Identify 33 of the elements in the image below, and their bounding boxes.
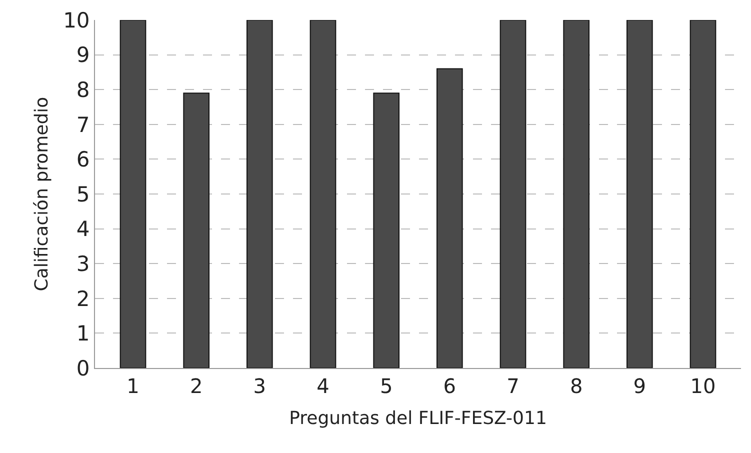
- bar: [120, 20, 146, 368]
- y-tick-label: 2: [76, 286, 90, 311]
- y-tick-label: 8: [76, 78, 90, 102]
- y-tick-label: 0: [76, 356, 90, 380]
- y-tick-label: 5: [76, 182, 90, 206]
- x-tick-label: 5: [380, 374, 393, 398]
- bar: [310, 20, 336, 368]
- y-tick-label: 1: [76, 322, 90, 346]
- y-tick-label: 4: [76, 217, 90, 242]
- y-tick-label: 9: [76, 43, 90, 68]
- y-axis-title: Calificación promedio: [31, 96, 52, 292]
- bar: [690, 20, 716, 368]
- y-tick-label: 3: [76, 252, 90, 276]
- bar: [246, 20, 273, 368]
- bar: [436, 68, 463, 368]
- x-tick-label: 9: [633, 374, 646, 398]
- y-tick-label: 10: [63, 8, 90, 32]
- x-tick-label: 3: [253, 374, 266, 398]
- x-tick-label: 2: [190, 374, 203, 398]
- x-tick-label: 6: [443, 374, 456, 398]
- x-tick-label: 8: [570, 374, 583, 398]
- bar: [373, 92, 400, 368]
- y-tick-label: 6: [76, 148, 90, 172]
- bar: [626, 20, 653, 368]
- x-tick-label: 1: [126, 374, 140, 398]
- x-axis-title: Preguntas del FLIF-FESZ-011: [289, 408, 547, 430]
- bar: [563, 20, 590, 368]
- x-tick-label: 7: [506, 374, 520, 398]
- bar: [183, 92, 210, 368]
- x-tick-label: 4: [316, 374, 330, 398]
- bar: [500, 20, 526, 368]
- y-tick-label: 7: [76, 112, 90, 137]
- x-tick-label: 10: [690, 374, 716, 398]
